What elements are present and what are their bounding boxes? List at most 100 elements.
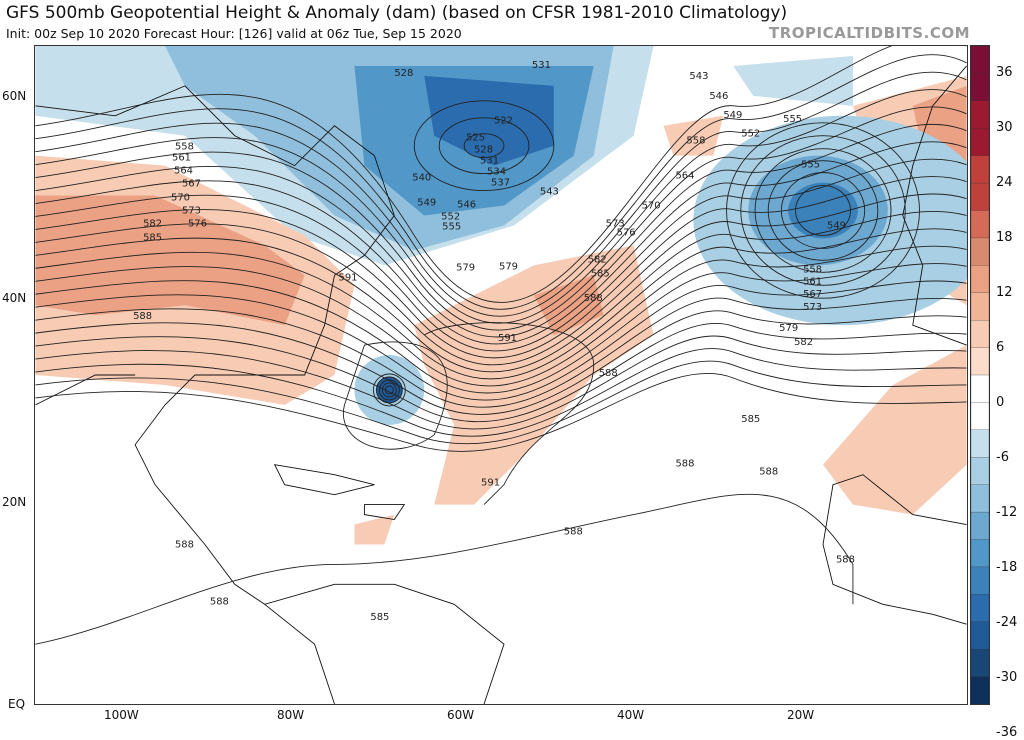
colorbar-bin bbox=[971, 292, 989, 321]
lon-label-80w: 80W bbox=[277, 708, 305, 722]
height-contour bbox=[767, 160, 879, 261]
height-contour bbox=[35, 158, 967, 352]
contour-label: 531 bbox=[480, 156, 499, 167]
contour-label: 588 bbox=[599, 368, 618, 379]
height-contour bbox=[384, 385, 394, 395]
contour-label: 579 bbox=[456, 262, 475, 273]
colorbar-bin bbox=[971, 539, 989, 568]
contour-label: 561 bbox=[172, 153, 191, 164]
lat-label-60n: 60N bbox=[2, 89, 27, 103]
contour-label: 579 bbox=[499, 261, 518, 272]
colorbar-label: -36 bbox=[996, 724, 1018, 740]
height-contour bbox=[35, 71, 967, 317]
colorbar-bin bbox=[971, 594, 989, 623]
contour-label: 573 bbox=[606, 218, 625, 229]
height-contour bbox=[780, 172, 866, 249]
height-contour bbox=[35, 245, 967, 387]
colorbar-bin bbox=[971, 566, 989, 595]
contour-label: 582 bbox=[794, 337, 813, 348]
height-contour bbox=[438, 117, 530, 175]
colorbar-bin bbox=[971, 511, 989, 541]
coastline bbox=[363, 504, 406, 521]
colorbar-bin bbox=[971, 374, 989, 404]
contour-label: 573 bbox=[182, 205, 201, 216]
colorbar bbox=[970, 45, 990, 705]
contour-label: 522 bbox=[494, 116, 513, 127]
colorbar-bin bbox=[971, 484, 989, 513]
lat-label-eq: EQ bbox=[8, 697, 26, 711]
height-contour bbox=[35, 46, 967, 303]
height-contour bbox=[35, 176, 967, 359]
colorbar-bin bbox=[971, 182, 989, 212]
coastline bbox=[264, 603, 335, 704]
height-contour bbox=[35, 348, 967, 437]
height-contour bbox=[375, 376, 403, 404]
contour-label: 576 bbox=[617, 227, 636, 238]
contour-label: 588 bbox=[133, 311, 152, 322]
colorbar-label: 30 bbox=[996, 119, 1013, 135]
contour-label: 588 bbox=[759, 467, 778, 478]
contour-label: 558 bbox=[175, 142, 194, 153]
contour-label: 558 bbox=[803, 264, 822, 275]
map-subtitle: Init: 00z Sep 10 2020 Forecast Hour: [12… bbox=[6, 26, 462, 41]
colorbar-label: -18 bbox=[996, 559, 1018, 575]
contour-label: 588 bbox=[675, 459, 694, 470]
colorbar-label: 18 bbox=[996, 229, 1013, 245]
contour-label: 585 bbox=[591, 268, 610, 279]
colorbar-bin bbox=[971, 100, 989, 129]
colorbar-bin bbox=[971, 457, 989, 486]
colorbar-label: -24 bbox=[996, 614, 1018, 630]
contour-label: 549 bbox=[723, 110, 742, 121]
contour-label: 555 bbox=[442, 221, 461, 232]
colorbar-bin bbox=[971, 128, 989, 157]
contour-label: 573 bbox=[803, 302, 822, 313]
lon-label-60w: 60W bbox=[447, 708, 475, 722]
map-title: GFS 500mb Geopotential Height & Anomaly … bbox=[6, 3, 788, 23]
contour-label: 582 bbox=[143, 218, 162, 229]
contour-label: 552 bbox=[741, 129, 760, 140]
contour-labels: 5315285225255285315345375405435465495525… bbox=[133, 60, 855, 623]
contour-label: 591 bbox=[338, 272, 357, 283]
anomaly-region bbox=[354, 514, 395, 545]
colorbar-bin bbox=[971, 320, 989, 349]
height-contour bbox=[35, 228, 967, 380]
colorbar-bin bbox=[971, 347, 989, 376]
colorbar-label: 36 bbox=[996, 64, 1013, 80]
contour-label: 585 bbox=[741, 414, 760, 425]
colorbar-label: 6 bbox=[996, 339, 1005, 355]
coastline bbox=[273, 464, 375, 496]
colorbar-bin bbox=[971, 649, 989, 678]
anomaly-region bbox=[424, 75, 554, 166]
contour-label: 582 bbox=[588, 254, 607, 265]
height-contour bbox=[35, 323, 967, 422]
contour-label: 549 bbox=[417, 198, 436, 209]
colorbar-bin bbox=[971, 237, 989, 266]
anomaly-region bbox=[823, 345, 967, 515]
contour-label: 528 bbox=[394, 68, 413, 79]
colorbar-bin bbox=[971, 621, 989, 650]
contour-label: 570 bbox=[642, 201, 661, 212]
height-contour bbox=[35, 211, 967, 373]
contour-label: 555 bbox=[801, 160, 820, 171]
contour-label: 543 bbox=[540, 187, 559, 198]
colorbar-label: 12 bbox=[996, 284, 1013, 300]
contour-label: 534 bbox=[487, 167, 506, 178]
height-contour bbox=[795, 185, 851, 236]
contour-label: 588 bbox=[175, 539, 194, 550]
coastline bbox=[902, 65, 967, 346]
height-contour bbox=[463, 133, 505, 159]
coastline bbox=[822, 474, 967, 625]
colorbar-bin bbox=[971, 73, 989, 102]
height-contour bbox=[378, 379, 400, 401]
contour-label: 588 bbox=[836, 554, 855, 565]
contour-label: 531 bbox=[532, 60, 551, 71]
height-contour bbox=[35, 89, 967, 324]
height-contour bbox=[35, 335, 967, 430]
lon-label-40w: 40W bbox=[617, 708, 645, 722]
contour-label: 555 bbox=[783, 114, 802, 125]
height-contour bbox=[423, 322, 595, 505]
colorbar-label: 24 bbox=[996, 174, 1013, 190]
brand-watermark: TROPICALTIDBITS.COM bbox=[769, 24, 970, 42]
contour-label: 546 bbox=[457, 200, 476, 211]
height-contour bbox=[381, 382, 397, 398]
